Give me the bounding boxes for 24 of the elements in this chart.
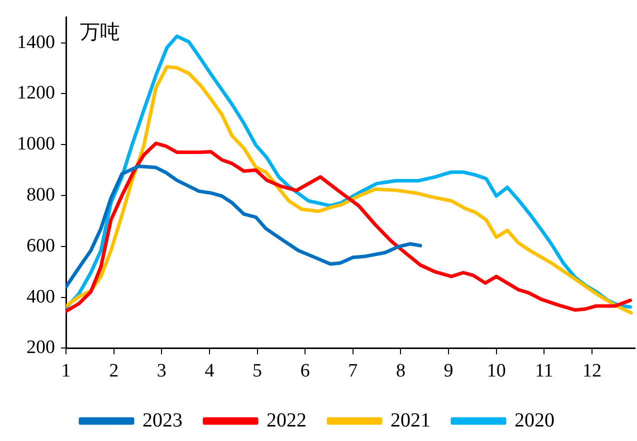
x-tick-label: 1 xyxy=(61,360,71,382)
x-tick-label: 3 xyxy=(156,360,166,382)
x-tick-label: 9 xyxy=(444,360,454,382)
x-tick-label: 8 xyxy=(396,360,406,382)
legend-label: 2020 xyxy=(514,409,554,432)
y-tick-label: 600 xyxy=(26,235,55,256)
x-tick-label: 7 xyxy=(348,360,358,382)
y-tick-label: 200 xyxy=(26,337,55,358)
legend-label: 2023 xyxy=(142,409,182,432)
y-axis-title: 万吨 xyxy=(80,22,120,44)
legend-label: 2021 xyxy=(390,409,430,432)
x-tick-label: 4 xyxy=(204,360,215,382)
x-tick-label: 5 xyxy=(252,360,262,382)
x-tick-label: 10 xyxy=(486,360,506,382)
x-tick-label: 12 xyxy=(582,360,602,382)
y-tick-label: 1000 xyxy=(17,134,55,155)
y-tick-label: 1400 xyxy=(17,32,55,53)
legend-label: 2022 xyxy=(266,409,306,432)
y-tick-label: 1200 xyxy=(17,82,55,104)
y-tick-label: 800 xyxy=(26,184,55,206)
x-tick-label: 2 xyxy=(109,360,119,382)
y-tick-label: 400 xyxy=(26,286,55,308)
x-tick-label: 11 xyxy=(535,360,554,382)
x-tick-label: 6 xyxy=(300,360,310,382)
